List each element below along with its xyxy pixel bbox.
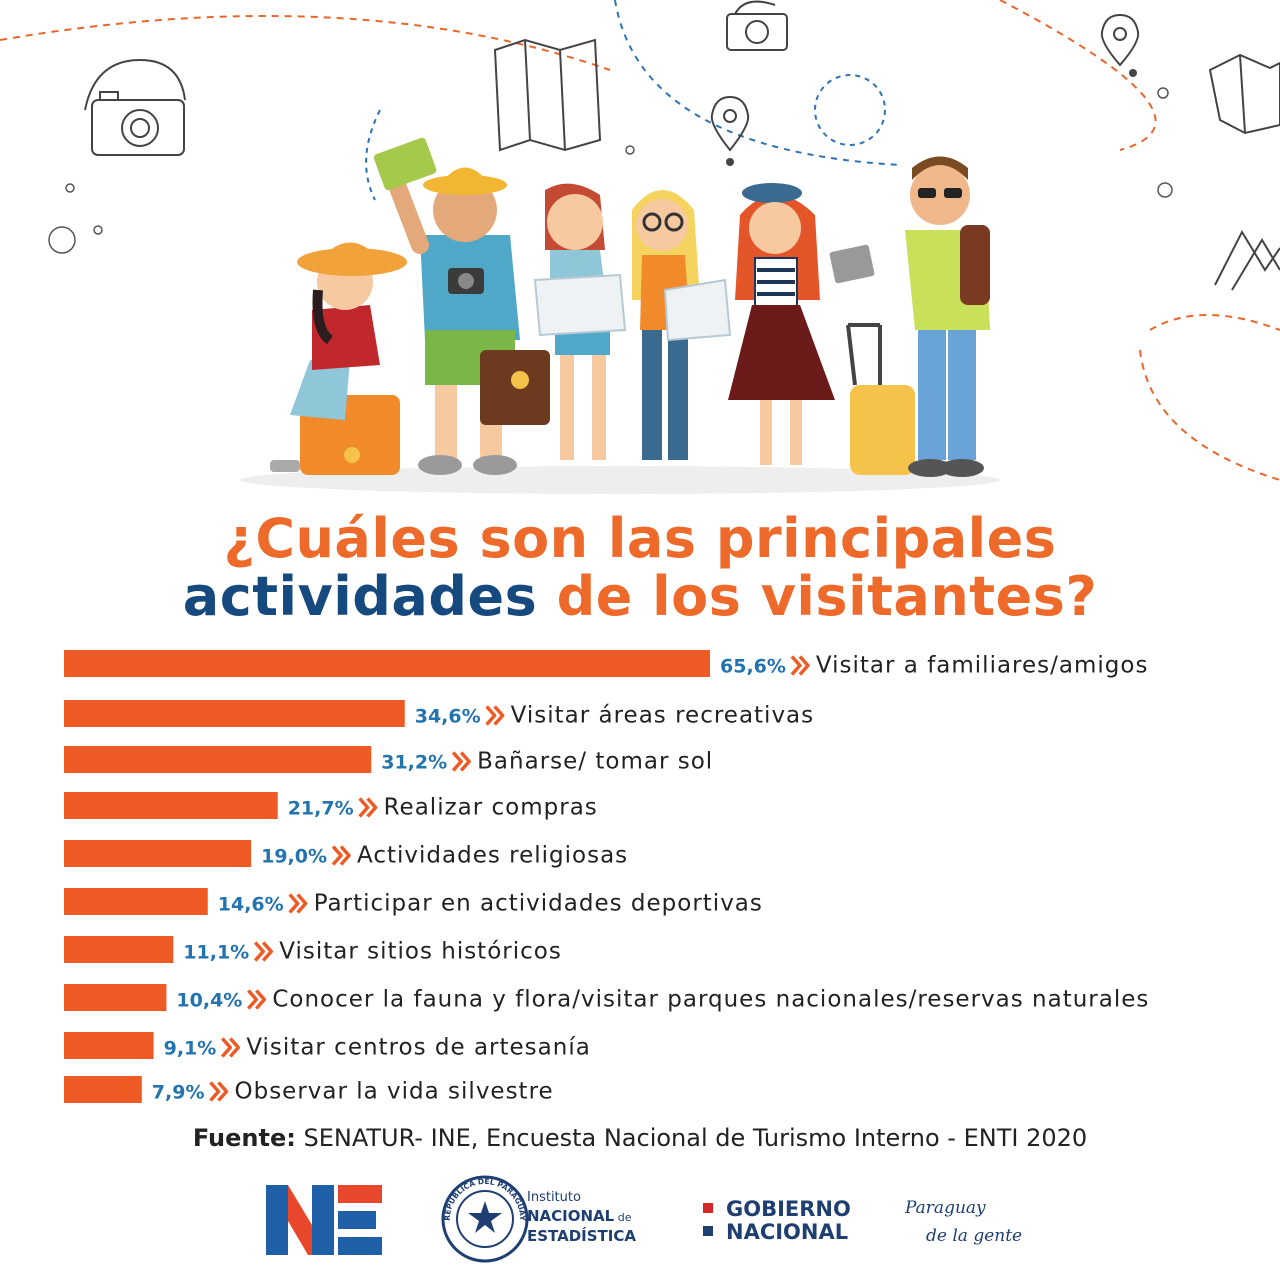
category-label: Visitar áreas recreativas	[511, 703, 814, 729]
svg-text:de la gente: de la gente	[926, 1226, 1022, 1246]
bar	[64, 792, 278, 819]
map-icon	[1208, 53, 1280, 135]
category-label: Visitar sitios históricos	[279, 939, 562, 965]
chart-title-rest: de los visitantes?	[537, 565, 1098, 628]
value-label: 21,7%	[288, 798, 354, 820]
svg-text:ESTADÍSTICA: ESTADÍSTICA	[527, 1226, 636, 1245]
instituto-logo-text: Instituto NACIONAL de ESTADÍSTICA	[527, 1190, 636, 1245]
chevron-right-icon	[331, 845, 351, 866]
source-label: Fuente:	[192, 1124, 296, 1152]
category-label: Visitar a familiares/amigos	[816, 653, 1149, 679]
value-label: 7,9%	[152, 1082, 205, 1104]
value-label: 19,0%	[261, 846, 327, 868]
chart-title-highlight: actividades	[182, 565, 538, 628]
bar	[64, 984, 167, 1011]
bar	[64, 888, 208, 915]
chevron-right-icon	[253, 941, 273, 962]
traveler-figure	[728, 183, 915, 475]
category-label: Actividades religiosas	[357, 843, 628, 869]
dashed-route-far-right	[1149, 314, 1280, 331]
chart-title-line-1: ¿Cuáles son las principales	[223, 507, 1057, 570]
dashed-arc-left	[365, 109, 381, 201]
deco-circle	[625, 145, 635, 155]
source-text: SENATUR- INE, Encuesta Nacional de Turis…	[295, 1124, 1088, 1152]
category-label: Bañarse/ tomar sol	[477, 749, 713, 775]
category-label: Participar en actividades deportivas	[314, 891, 763, 917]
chevron-right-icon	[221, 1037, 241, 1058]
horizontal-bar-chart: 65,6% Visitar a familiares/amigos 34,6% Vis…	[64, 650, 1149, 1105]
deco-circle	[48, 226, 76, 254]
bar	[64, 700, 405, 727]
dashed-route-right	[999, 0, 1157, 151]
chevron-right-icon	[485, 705, 505, 726]
bar	[64, 936, 174, 963]
value-label: 14,6%	[218, 894, 284, 916]
chevron-right-icon	[790, 655, 810, 676]
deco-circle	[1157, 182, 1173, 198]
dashed-route-top	[614, 0, 901, 166]
bar	[64, 840, 252, 867]
chevron-right-icon	[451, 751, 471, 772]
mountains-icon	[1214, 229, 1280, 291]
traveler-figure	[829, 156, 990, 477]
location-pin-icon	[1100, 13, 1140, 67]
svg-text:Paraguay: Paraguay	[904, 1198, 986, 1218]
category-label: Visitar centros de artesanía	[246, 1035, 591, 1061]
value-label: 34,6%	[415, 706, 481, 728]
traveler-figure	[373, 137, 550, 475]
value-label: 31,2%	[381, 752, 447, 774]
svg-text:NACIONAL de: NACIONAL de	[527, 1207, 632, 1225]
deco-circle	[65, 183, 75, 193]
paraguay-de-la-gente-logo: Paraguay de la gente	[904, 1198, 1022, 1246]
dashed-route-right-loop	[1139, 349, 1280, 481]
category-label: Observar la vida silvestre	[234, 1079, 553, 1105]
bar	[64, 1032, 154, 1059]
traveler-figure	[632, 190, 732, 460]
value-label: 10,4%	[176, 990, 242, 1012]
svg-text:Instituto: Instituto	[527, 1190, 581, 1205]
value-label: 9,1%	[164, 1038, 217, 1060]
chevron-right-icon	[358, 797, 378, 818]
chevron-right-icon	[288, 893, 308, 914]
camera-icon	[726, 0, 788, 51]
svg-text:INE: INE	[323, 1262, 325, 1264]
chart-title-line-2: actividades de los visitantes?	[0, 565, 1280, 628]
dashed-route-left	[0, 15, 611, 71]
ine-logo: INE	[266, 1185, 382, 1264]
gobierno-nacional-logo: GOBIERNO NACIONAL	[703, 1197, 851, 1244]
traveler-figure	[270, 242, 407, 475]
bar	[64, 746, 372, 773]
category-label: Realizar compras	[384, 795, 598, 821]
source-note: Fuente: SENATUR- INE, Encuesta Nacional …	[0, 1124, 1280, 1152]
value-label: 11,1%	[183, 942, 249, 964]
bar	[64, 650, 710, 677]
map-icon	[493, 38, 602, 152]
chevron-right-icon	[209, 1081, 229, 1102]
svg-text:NACIONAL: NACIONAL	[726, 1220, 848, 1244]
chevron-right-icon	[247, 989, 267, 1010]
national-seal-icon: REPÚBLICA DEL PARAGUAY	[441, 1175, 529, 1263]
location-pin-icon	[710, 95, 750, 152]
deco-circle	[93, 225, 103, 235]
deco-circle	[1157, 87, 1169, 99]
travelers-illustration	[0, 0, 1280, 494]
bar	[64, 1076, 142, 1103]
category-label: Conocer la fauna y flora/visitar parques…	[272, 987, 1149, 1013]
svg-text:GOBIERNO: GOBIERNO	[726, 1197, 851, 1221]
logos-strip: INE REPÚBLICA DEL PARAGUAY Instituto NAC…	[266, 1175, 1022, 1264]
traveler-figure	[533, 183, 627, 460]
camera-icon	[84, 58, 186, 156]
value-label: 65,6%	[720, 656, 786, 678]
dashed-circle	[814, 74, 886, 146]
